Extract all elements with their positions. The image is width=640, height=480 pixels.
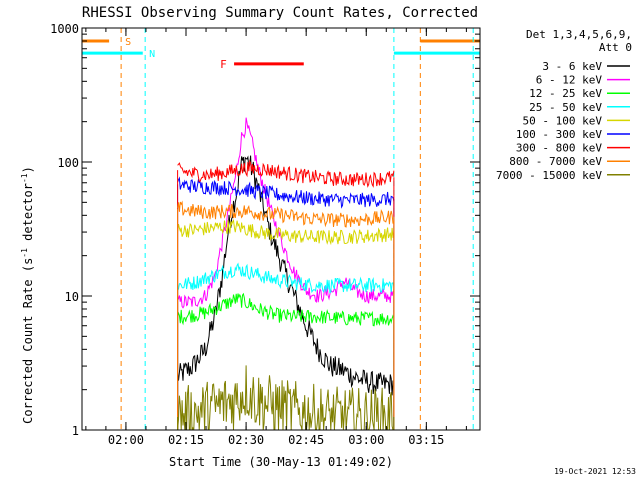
- legend-label-5: 100 - 300 keV: [516, 128, 602, 141]
- series-line-7: [177, 200, 395, 228]
- x-tick-label-4: 03:00: [348, 433, 384, 447]
- x-tick-label-5: 03:15: [408, 433, 444, 447]
- legend-label-1: 6 - 12 keV: [536, 74, 603, 87]
- legend-label-2: 12 - 25 keV: [529, 87, 602, 100]
- x-tick-label-2: 02:30: [228, 433, 264, 447]
- y-tick-label-0: 1: [72, 424, 79, 438]
- axes: 02:00 02:15 02:30 02:45 03:00 03:15 1 10 100 1000: [50, 22, 480, 447]
- y-tick-label-1: 10: [65, 290, 79, 304]
- legend-label-0: 3 - 6 keV: [542, 60, 602, 73]
- y-axis-label: Corrected Count Rate (s-1 detector-1): [20, 166, 35, 424]
- series-line-0: [177, 155, 395, 396]
- series-line-3: [177, 262, 395, 294]
- plot-frame: [81, 27, 481, 431]
- series-line-8: [177, 365, 394, 430]
- x-axis-label: Start Time (30-May-13 01:49:02): [169, 455, 393, 469]
- orbit-label-0: S: [125, 37, 131, 48]
- legend-header-1: Det 1,3,4,5,6,9,: [526, 28, 632, 41]
- series-line-6: [177, 159, 395, 188]
- legend-label-8: 7000 - 15000 keV: [496, 169, 602, 182]
- chart-title: RHESSI Observing Summary Count Rates, Co…: [82, 5, 478, 21]
- legend-label-7: 800 - 7000 keV: [509, 155, 602, 168]
- x-tick-label-0: 02:00: [108, 433, 144, 447]
- x-tick-label-1: 02:15: [168, 433, 204, 447]
- timestamp: 19-Oct-2021 12:53: [554, 467, 636, 476]
- series-line-4: [177, 218, 395, 246]
- y-tick-label-3: 1000: [50, 22, 79, 36]
- y-tick-label-2: 100: [57, 156, 79, 170]
- flare-marker: F: [220, 58, 304, 71]
- legend-label-3: 25 - 50 keV: [529, 101, 602, 114]
- legend-label-6: 300 - 800 keV: [516, 142, 602, 155]
- flare-label: F: [220, 58, 227, 71]
- series-line-5: [177, 176, 395, 209]
- orbit-label-1: N: [149, 49, 155, 60]
- legend-label-4: 50 - 100 keV: [523, 114, 603, 127]
- series-layer: [177, 117, 395, 430]
- series-line-2: [177, 292, 395, 327]
- x-tick-label-3: 02:45: [288, 433, 324, 447]
- legend-header-2: Att 0: [599, 41, 632, 54]
